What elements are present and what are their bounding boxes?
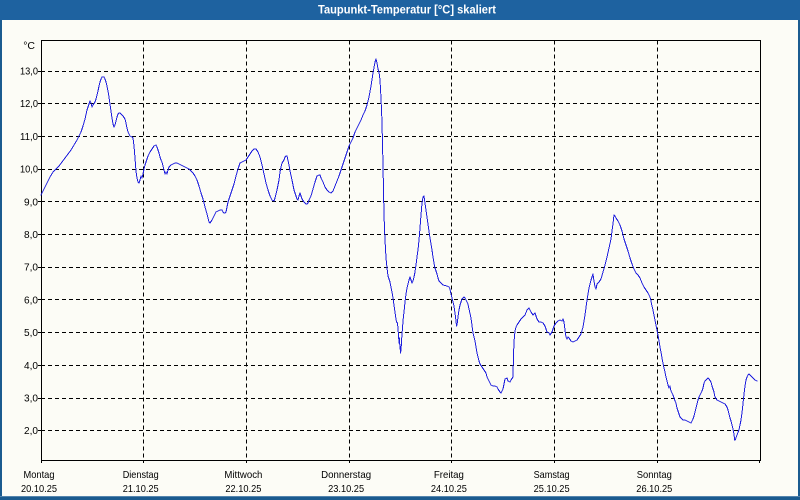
svg-text:4,0: 4,0: [24, 360, 38, 372]
svg-text:13,0: 13,0: [20, 66, 38, 78]
svg-text:10,0: 10,0: [20, 164, 38, 176]
svg-text:Montag: Montag: [24, 469, 55, 481]
svg-text:21.10.25: 21.10.25: [123, 483, 159, 495]
svg-text:Freitag: Freitag: [434, 469, 464, 481]
svg-text:12,0: 12,0: [20, 98, 38, 110]
svg-text:Samstag: Samstag: [534, 469, 570, 481]
svg-text:2,0: 2,0: [24, 425, 38, 437]
svg-text:9,0: 9,0: [24, 196, 38, 208]
svg-text:22.10.25: 22.10.25: [225, 483, 261, 495]
svg-text:Dienstag: Dienstag: [123, 469, 159, 481]
svg-text:23.10.25: 23.10.25: [328, 483, 364, 495]
svg-text:Sonntag: Sonntag: [637, 469, 672, 481]
svg-text:25.10.25: 25.10.25: [534, 483, 570, 495]
svg-text:5,0: 5,0: [24, 327, 38, 339]
svg-text:26.10.25: 26.10.25: [636, 483, 672, 495]
svg-text:3,0: 3,0: [24, 393, 38, 405]
svg-text:6,0: 6,0: [24, 294, 38, 306]
svg-text:Mittwoch: Mittwoch: [224, 469, 262, 481]
svg-text:°C: °C: [23, 40, 35, 52]
svg-text:Taupunkt-Temperatur [°C] skali: Taupunkt-Temperatur [°C] skaliert: [318, 3, 496, 17]
svg-text:Donnerstag: Donnerstag: [321, 469, 371, 481]
svg-text:11,0: 11,0: [20, 131, 38, 143]
svg-text:7,0: 7,0: [24, 262, 38, 274]
svg-text:24.10.25: 24.10.25: [431, 483, 467, 495]
svg-text:20.10.25: 20.10.25: [21, 483, 57, 495]
svg-text:8,0: 8,0: [24, 229, 38, 241]
